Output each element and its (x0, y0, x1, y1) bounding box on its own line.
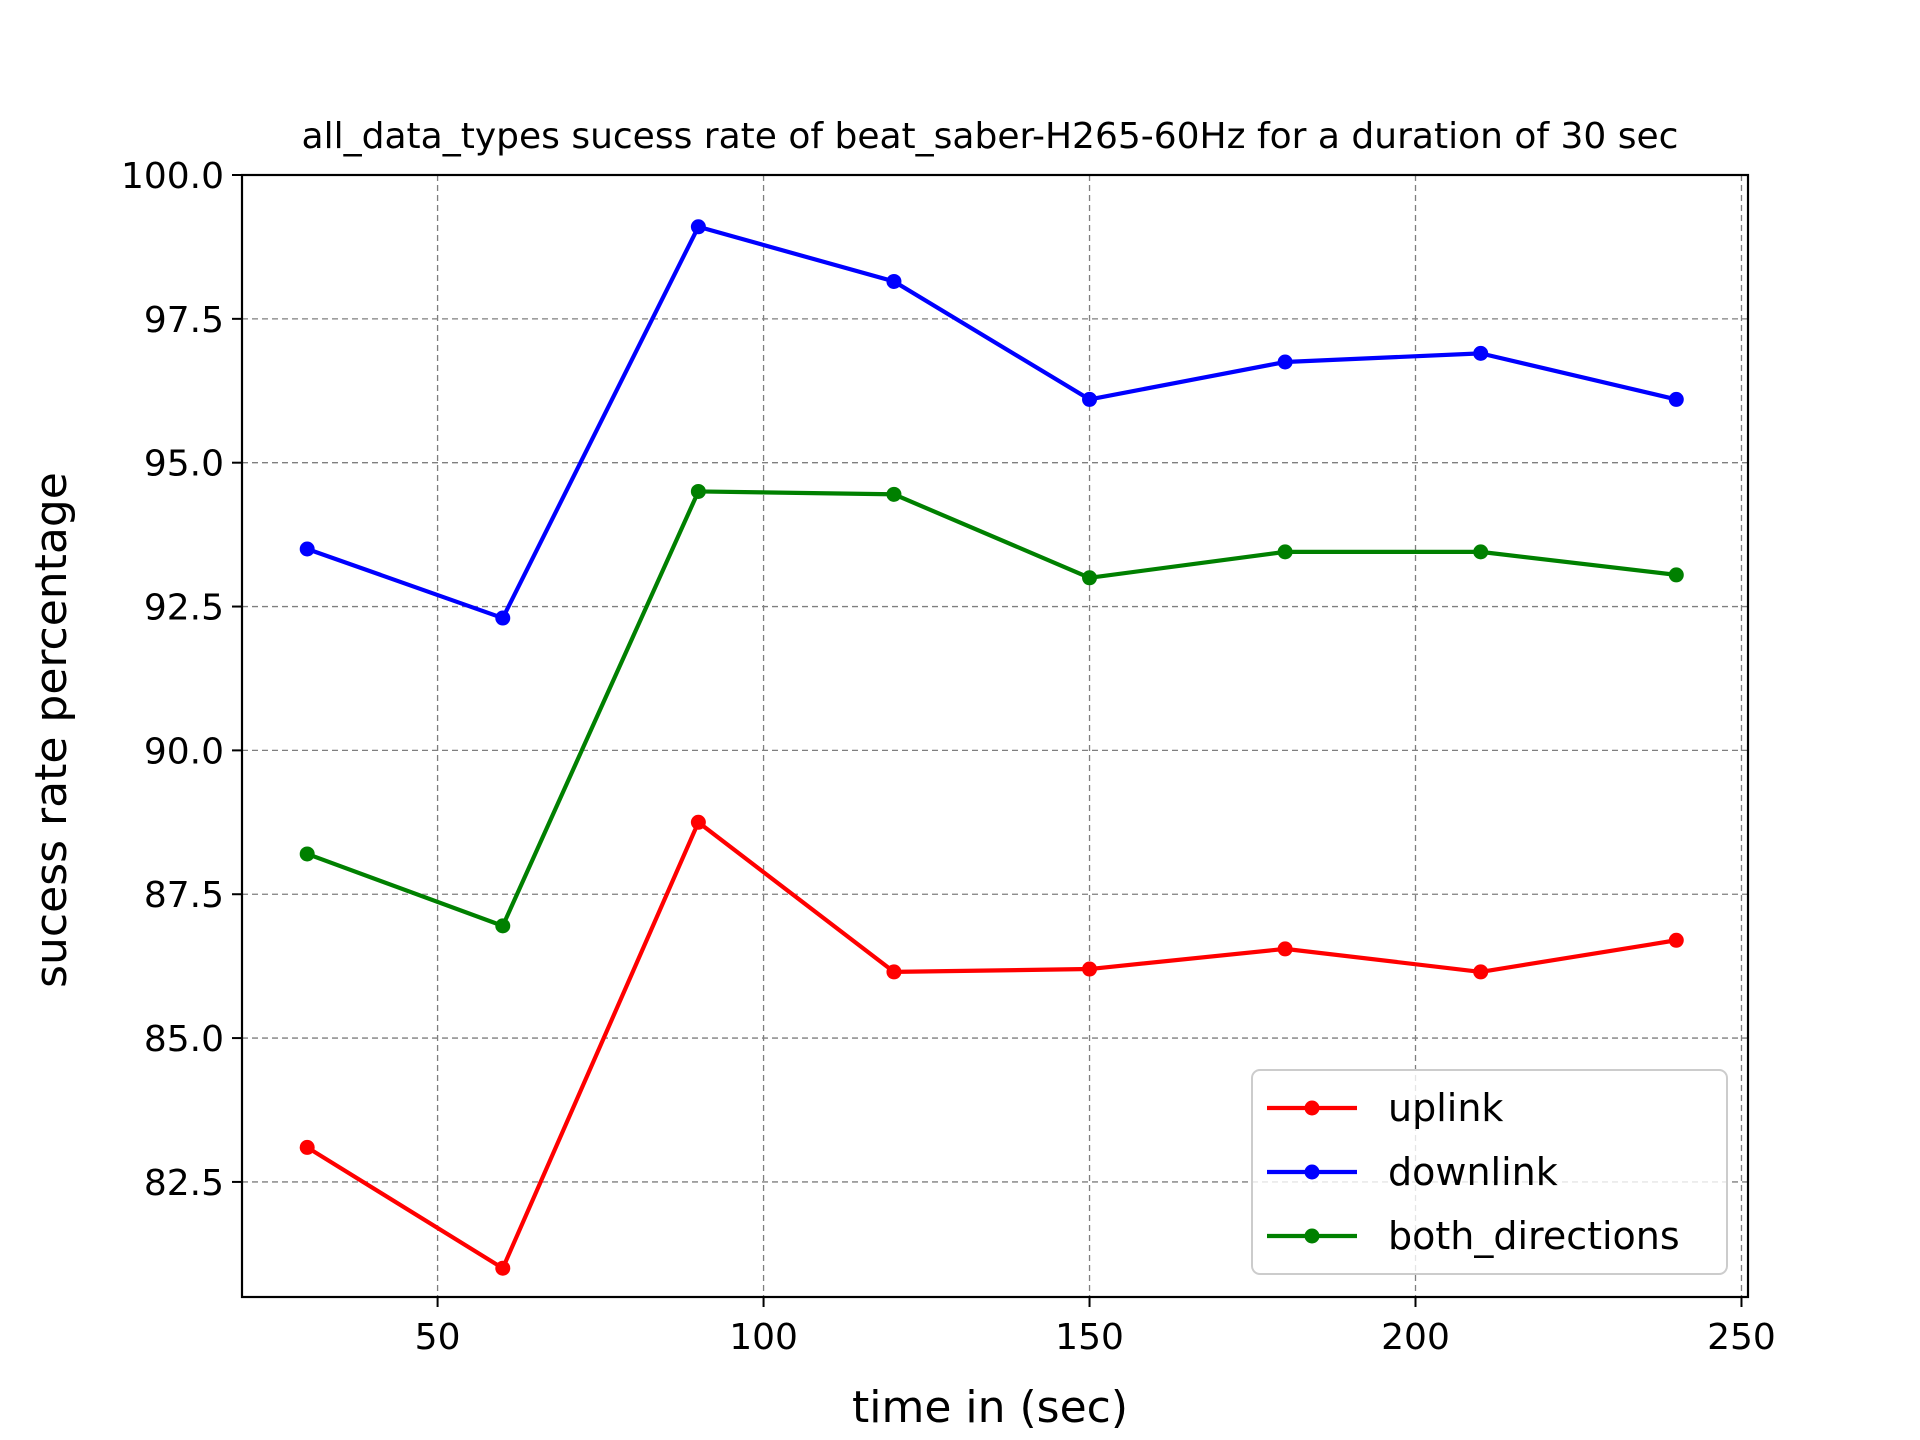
x-axis-label: time in (sec) (852, 1382, 1128, 1433)
downlink-point (1277, 354, 1293, 370)
uplink-point (1668, 932, 1684, 948)
legend-marker (1304, 1100, 1320, 1116)
uplink-point (1277, 941, 1293, 957)
both_directions-point (299, 846, 315, 862)
legend-item-both_directions: both_directions (1267, 1214, 1680, 1258)
chart-title: all_data_types sucess rate of beat_saber… (302, 116, 1679, 157)
legend-item-downlink: downlink (1267, 1150, 1558, 1194)
y-tick-label: 97.5 (144, 300, 224, 341)
y-tick-label: 92.5 (144, 588, 224, 629)
x-tick-label: 200 (1381, 1317, 1450, 1358)
uplink-point (690, 814, 706, 830)
uplink-point (299, 1139, 315, 1155)
uplink-point (495, 1260, 511, 1276)
series-both_directions (299, 483, 1684, 934)
downlink-line (306, 224, 1677, 621)
uplink-line (306, 820, 1677, 1271)
legend-label: uplink (1388, 1086, 1503, 1130)
both_directions-point (1082, 570, 1098, 586)
legend-item-uplink: uplink (1267, 1086, 1503, 1130)
uplink-point (1082, 961, 1098, 977)
both_directions-point (495, 918, 511, 934)
y-axis-label: sucess rate percentage (26, 472, 77, 988)
y-tick-label: 85.0 (144, 1019, 224, 1060)
x-axis: 50 100 150 200 250 (415, 1297, 1776, 1358)
y-tick-label: 100.0 (121, 156, 224, 197)
legend-label: both_directions (1388, 1214, 1680, 1258)
both_directions-point (1473, 544, 1489, 560)
legend-marker (1304, 1164, 1320, 1180)
uplink-point (1473, 964, 1489, 980)
both_directions-point (1668, 567, 1684, 583)
downlink-point (886, 273, 902, 289)
downlink-point (1668, 391, 1684, 407)
x-tick-label: 150 (1055, 1317, 1124, 1358)
y-tick-label: 90.0 (144, 731, 224, 772)
legend: uplink downlink both_directions (1251, 1069, 1728, 1275)
downlink-point (495, 610, 511, 626)
both_directions-point (886, 486, 902, 502)
x-tick-label: 50 (415, 1317, 461, 1358)
y-tick-label: 95.0 (144, 444, 224, 485)
both_directions-point (1277, 544, 1293, 560)
y-axis: 82.5 85.0 87.5 90.0 92.5 95.0 97.5 100.0 (121, 156, 242, 1204)
downlink-point (299, 541, 315, 557)
x-tick-label: 100 (729, 1317, 798, 1358)
uplink-point (886, 964, 902, 980)
downlink-point (1473, 345, 1489, 361)
series-downlink (299, 219, 1684, 626)
y-tick-label: 87.5 (144, 875, 224, 916)
downlink-point (1082, 391, 1098, 407)
plot-area (299, 219, 1684, 1276)
legend-marker (1304, 1228, 1320, 1244)
x-tick-label: 250 (1707, 1317, 1776, 1358)
both_directions-point (690, 483, 706, 499)
legend-label: downlink (1388, 1150, 1558, 1194)
downlink-point (690, 219, 706, 235)
plot-frame (240, 173, 1750, 1299)
legend-box (1251, 1069, 1728, 1275)
series-uplink (299, 814, 1684, 1276)
y-tick-label: 82.5 (144, 1163, 224, 1204)
both_directions-line (306, 489, 1677, 928)
